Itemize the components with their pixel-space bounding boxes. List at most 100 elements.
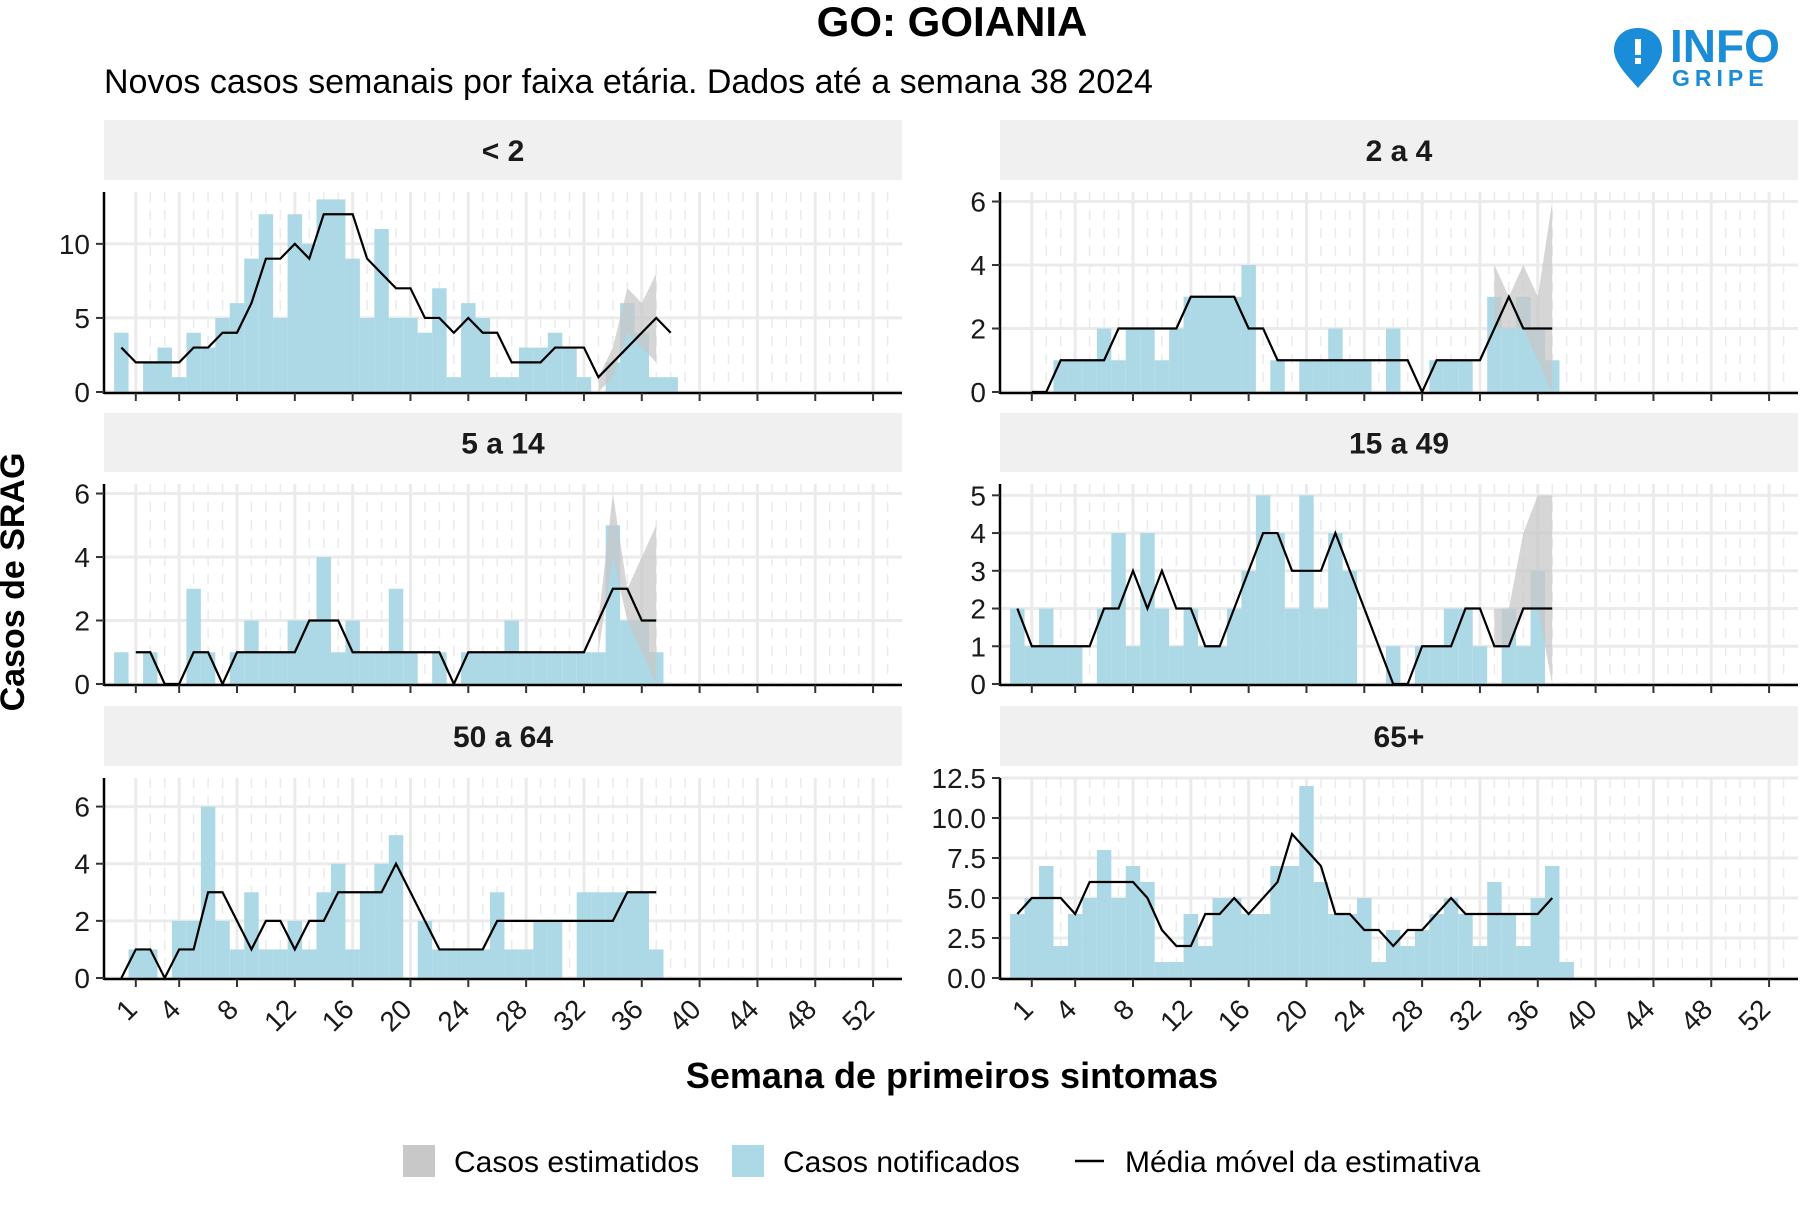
legend: Casos estimatidos Casos notificados Médi… — [403, 1145, 1480, 1179]
bar-notified — [1241, 570, 1256, 684]
bar-notified — [114, 652, 129, 684]
chart-title: GO: GOIANIA — [817, 0, 1088, 45]
bar-notified — [1198, 646, 1213, 684]
bar-notified — [1169, 328, 1184, 392]
bar-notified — [374, 652, 389, 684]
bar-notified — [576, 892, 592, 978]
bar-notified — [432, 288, 447, 392]
bar-notified — [533, 920, 548, 978]
map-pin-icon — [1614, 28, 1662, 88]
bar-notified — [1299, 495, 1314, 684]
bar-notified — [403, 652, 418, 684]
bar-notified — [1082, 360, 1097, 392]
facet-panels: < 2 0 5 10 2 a 4 0 2 4 6 5 a 14 0 2 4 6 15 a 49 0 1 2 3 4 5 5… — [59, 120, 1798, 1037]
bar-notified — [1342, 570, 1358, 684]
y-tick-label: 1 — [970, 631, 986, 662]
bar-notified — [359, 652, 375, 684]
facet-strip-label: 5 a 14 — [461, 428, 545, 461]
bar-notified — [1024, 898, 1040, 978]
moving-average-line — [1016, 831, 1554, 948]
bar-notified — [302, 949, 317, 978]
bar-notified — [649, 949, 664, 978]
bar-notified — [330, 199, 346, 392]
bar-notified — [461, 303, 476, 392]
bar-notified — [273, 317, 288, 392]
bar-notified — [1154, 360, 1170, 392]
y-tick-label: 0 — [74, 377, 90, 408]
bar-notified — [186, 588, 201, 684]
y-tick-label: 4 — [74, 542, 90, 573]
bar-notified — [576, 377, 592, 392]
bar-notified — [1328, 914, 1343, 978]
bar-notified — [1169, 962, 1184, 978]
bar-notified — [1545, 866, 1560, 978]
y-tick-label: 3 — [970, 556, 986, 587]
bar-notified — [143, 362, 158, 392]
bar-notified — [620, 620, 635, 684]
y-tick-label: 6 — [970, 187, 986, 218]
bar-notified — [1530, 898, 1546, 978]
bar-notified — [1357, 360, 1372, 392]
bar-notified — [215, 920, 230, 978]
estimate-band — [1494, 495, 1553, 684]
bar-notified — [330, 652, 346, 684]
y-tick-label: 2 — [970, 594, 986, 625]
logo-text-gripe: GRIPE — [1672, 65, 1769, 91]
bar-notified — [475, 949, 490, 978]
bar-notified — [1487, 882, 1502, 978]
panel-15-a-49: 15 a 49 0 1 2 3 4 5 — [970, 413, 1798, 700]
bar-notified — [1226, 296, 1242, 392]
bar-notified — [1443, 360, 1459, 392]
facet-strip — [104, 120, 902, 180]
y-tick-label: 5.0 — [947, 883, 986, 914]
bar-notified — [302, 620, 317, 684]
y-tick-label: 4 — [970, 250, 986, 281]
y-tick-label: 5 — [74, 303, 90, 334]
bar-notified — [388, 588, 404, 684]
y-tick-label: 2 — [74, 606, 90, 637]
bar-notified — [388, 317, 404, 392]
bar-notified — [417, 920, 433, 978]
bar-notified — [1284, 866, 1300, 978]
bar-notified — [229, 949, 245, 978]
legend-label-notified: Casos notificados — [783, 1146, 1020, 1179]
bar-notified — [1270, 533, 1285, 684]
bar-notified — [1067, 360, 1083, 392]
bar-notified — [114, 332, 129, 392]
bar-notified — [1241, 914, 1256, 978]
bar-notified — [287, 214, 303, 392]
bar-notified — [1125, 646, 1141, 684]
bar-notified — [258, 652, 274, 684]
bar-notified — [461, 652, 476, 684]
bar-notified — [1125, 866, 1141, 978]
bar-notified — [1458, 914, 1473, 978]
bar-notified — [1255, 914, 1271, 978]
bar-notified — [1096, 850, 1112, 978]
bar-notified — [620, 892, 635, 978]
bar-notified — [1385, 646, 1401, 684]
legend-swatch-estimated — [403, 1145, 435, 1177]
logo-text-info: INFO — [1670, 20, 1780, 72]
facet-strip — [1000, 413, 1798, 472]
bar-notified — [518, 652, 534, 684]
bar-notified — [1053, 646, 1068, 684]
bar-notified — [417, 332, 433, 392]
bar-notified — [215, 317, 230, 392]
bar-notified — [1154, 962, 1170, 978]
bar-notified — [475, 652, 490, 684]
bar-notified — [649, 377, 664, 392]
bar-notified — [171, 377, 187, 392]
y-tick-label: 7.5 — [947, 843, 986, 874]
panel-lt-2: < 2 0 5 10 — [59, 120, 902, 408]
bar-notified — [200, 652, 216, 684]
bar-notified — [1458, 608, 1473, 684]
bar-notified — [244, 892, 259, 978]
bar-notified — [1299, 786, 1314, 978]
bar-notified — [273, 949, 288, 978]
bar-notified — [258, 949, 274, 978]
moving-average-line — [1031, 294, 1553, 395]
bar-notified — [1429, 914, 1444, 978]
bar-notified — [1111, 360, 1126, 392]
bar-notified — [1226, 898, 1242, 978]
